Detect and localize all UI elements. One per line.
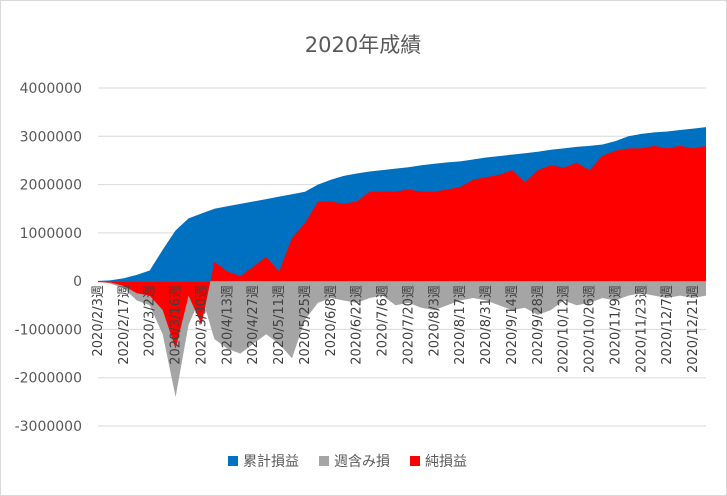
x-tick-label: 2020/11/9週	[608, 285, 623, 365]
y-tick-label: -2000000	[15, 371, 82, 387]
x-tick-label: 2020/10/26週	[583, 285, 598, 373]
legend-label: 週含み損	[334, 454, 390, 470]
x-tick-label: 2020/9/14週	[505, 285, 520, 365]
x-tick-label: 2020/9/28週	[531, 285, 546, 365]
y-tick-label: 3000000	[20, 129, 82, 145]
legend-swatch	[319, 456, 329, 466]
x-tick-label: 2020/4/27週	[246, 285, 261, 365]
x-tick-label: 2020/8/3週	[427, 285, 442, 356]
x-tick-label: 2020/12/21週	[686, 285, 701, 373]
y-axis: 4000000 3000000 2000000 1000000 0 -1000000 -20…	[15, 81, 82, 435]
legend-swatch	[410, 456, 420, 466]
x-tick-label: 2020/6/8週	[324, 285, 339, 356]
x-axis: 2020/2/3週 2020/2/17週 2020/3/2週 2020/3/16週 20…	[91, 285, 701, 373]
series-areas	[98, 127, 706, 397]
x-tick-label: 2020/11/23週	[634, 285, 649, 373]
x-tick-label: 2020/7/6週	[376, 285, 391, 356]
x-tick-label: 2020/10/12週	[557, 285, 572, 373]
x-tick-label: 2020/6/22週	[350, 285, 365, 365]
x-tick-label: 2020/3/2週	[143, 285, 158, 356]
x-tick-label: 2020/3/16週	[169, 285, 184, 365]
x-tick-label: 2020/2/3週	[91, 285, 106, 356]
y-tick-label: -1000000	[15, 322, 82, 338]
legend-swatch	[228, 456, 238, 466]
x-tick-label: 2020/5/11週	[272, 285, 287, 365]
x-tick-label: 2020/3/30週	[195, 285, 210, 365]
y-tick-label: 4000000	[20, 81, 82, 97]
y-tick-label: 1000000	[20, 226, 82, 242]
chart-title: 2020年成績	[305, 33, 421, 57]
y-tick-label: -3000000	[15, 419, 82, 435]
x-tick-label: 2020/8/31週	[479, 285, 494, 365]
y-tick-label: 2000000	[20, 178, 82, 194]
legend: 累計損益 週含み損 純損益	[228, 454, 467, 470]
series-area-3	[98, 145, 706, 349]
x-tick-label: 2020/5/25週	[298, 285, 313, 365]
x-tick-label: 2020/12/7週	[660, 285, 675, 365]
x-tick-label: 2020/2/17週	[117, 285, 132, 365]
x-tick-label: 2020/8/17週	[453, 285, 468, 365]
y-tick-label: 0	[73, 274, 82, 290]
x-tick-label: 2020/4/13週	[220, 285, 235, 365]
x-tick-label: 2020/7/20週	[402, 285, 417, 365]
legend-label: 純損益	[425, 454, 467, 470]
legend-label: 累計損益	[243, 454, 299, 470]
series-area-2	[98, 281, 706, 397]
